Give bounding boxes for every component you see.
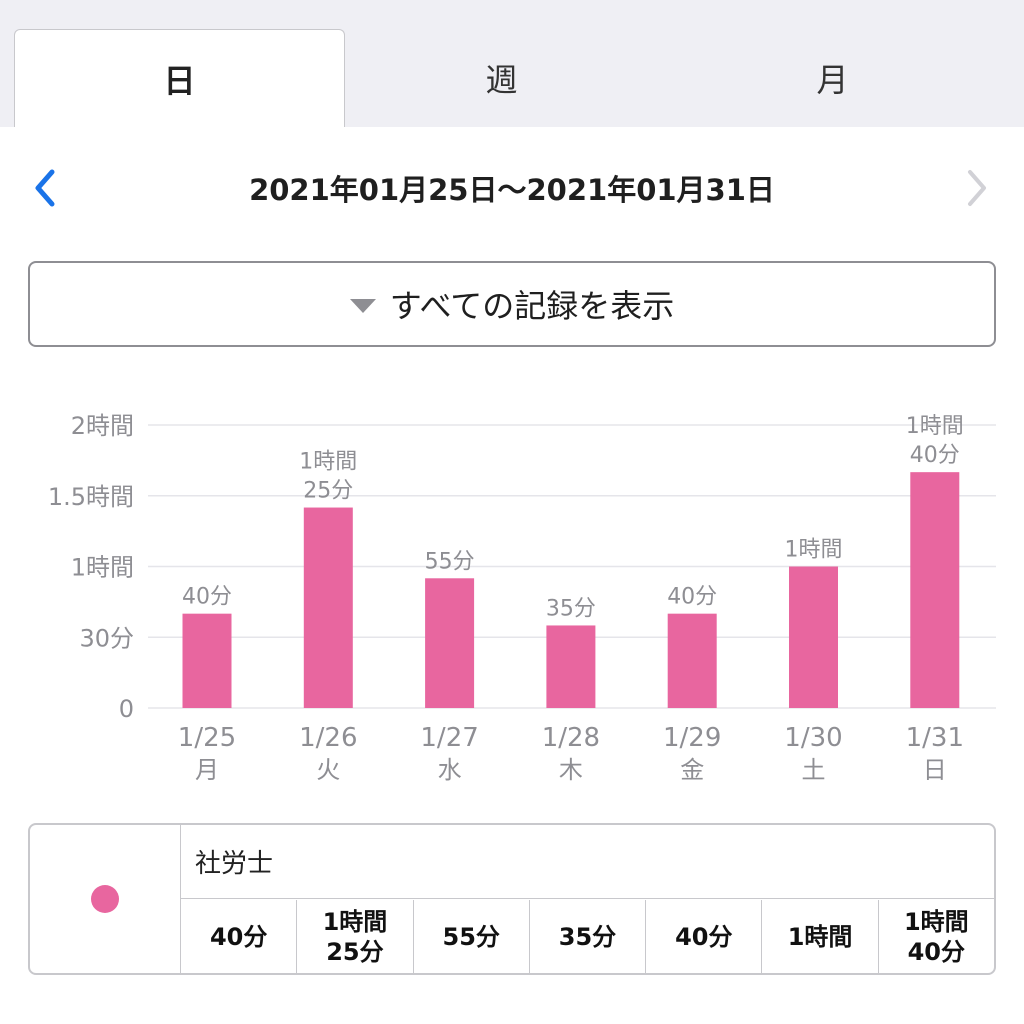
y-tick-label: 1.5時間 bbox=[48, 483, 134, 511]
bar bbox=[789, 566, 838, 708]
x-weekday-label: 金 bbox=[680, 756, 704, 784]
chevron-left-icon[interactable] bbox=[28, 166, 68, 210]
date-range-title: 2021年01月25日〜2021年01月31日 bbox=[249, 173, 775, 207]
bar-data-label: 40分 bbox=[910, 443, 960, 468]
series-color-dot bbox=[91, 885, 119, 913]
bar bbox=[667, 613, 717, 708]
daily-total: 1時間 40分 bbox=[903, 907, 969, 966]
x-tick-label: 1/27 bbox=[420, 723, 478, 753]
y-tick-label: 2時間 bbox=[71, 412, 134, 440]
bar bbox=[303, 507, 353, 708]
daily-total: 55分 bbox=[414, 900, 530, 973]
x-weekday-label: 水 bbox=[438, 756, 462, 784]
period-tabbar: 日 週 月 bbox=[0, 0, 1024, 127]
bar-data-label: 1時間 bbox=[299, 450, 357, 475]
subject-name: 社労士 bbox=[181, 825, 994, 899]
triangle-down-icon bbox=[349, 299, 376, 313]
chevron-right-icon[interactable] bbox=[956, 166, 996, 210]
record-filter-dropdown[interactable]: すべての記録を表示 bbox=[28, 261, 996, 347]
tab-month[interactable]: 月 bbox=[816, 61, 849, 99]
bar bbox=[910, 472, 960, 708]
daily-total: 1時間 bbox=[762, 900, 879, 973]
bar-data-label: 40分 bbox=[667, 585, 717, 610]
x-weekday-label: 火 bbox=[316, 756, 340, 784]
filter-label: すべての記録を表示 bbox=[389, 287, 675, 325]
bar bbox=[425, 578, 475, 708]
x-tick-label: 1/30 bbox=[784, 723, 842, 753]
bar-data-label: 35分 bbox=[546, 596, 596, 621]
bar-data-label: 55分 bbox=[425, 549, 475, 574]
daily-total: 40分 bbox=[181, 900, 298, 973]
y-tick-label: 30分 bbox=[79, 624, 134, 652]
bar-data-label: 25分 bbox=[303, 479, 353, 504]
x-weekday-label: 月 bbox=[195, 756, 219, 784]
bar bbox=[182, 613, 232, 708]
subject-legend-table: 社労士 40分 1時間 25分 55分 35分 40分 1時間 1時間 40分 bbox=[28, 823, 996, 975]
y-tick-label: 0 bbox=[119, 695, 134, 723]
y-tick-label: 1時間 bbox=[71, 554, 134, 582]
x-tick-label: 1/31 bbox=[906, 723, 964, 753]
x-tick-label: 1/26 bbox=[299, 723, 357, 753]
bar bbox=[546, 625, 596, 708]
x-tick-label: 1/28 bbox=[542, 723, 600, 753]
daily-total: 1時間 25分 bbox=[297, 900, 414, 973]
x-tick-label: 1/25 bbox=[178, 723, 236, 753]
x-weekday-label: 日 bbox=[923, 756, 947, 784]
tab-week[interactable]: 週 bbox=[485, 61, 518, 99]
study-time-bar-chart: 0 30分 1時間 1.5時間 2時間 40分 1/25 月 1時間 25分 1/26 火 55分 1/2… bbox=[48, 412, 996, 784]
bar-data-label: 40分 bbox=[182, 585, 232, 610]
x-tick-label: 1/29 bbox=[663, 723, 721, 753]
x-weekday-label: 木 bbox=[559, 756, 583, 784]
tab-day[interactable]: 日 bbox=[14, 29, 345, 127]
x-weekday-label: 土 bbox=[802, 756, 826, 784]
bar-data-label: 1時間 bbox=[906, 414, 964, 439]
bar-data-label: 1時間 bbox=[785, 538, 843, 563]
legend-color-cell bbox=[30, 825, 181, 973]
daily-total: 40分 bbox=[646, 900, 763, 973]
daily-totals-row: 40分 1時間 25分 55分 35分 40分 1時間 1時間 40分 bbox=[181, 900, 994, 973]
daily-total: 35分 bbox=[530, 900, 647, 973]
